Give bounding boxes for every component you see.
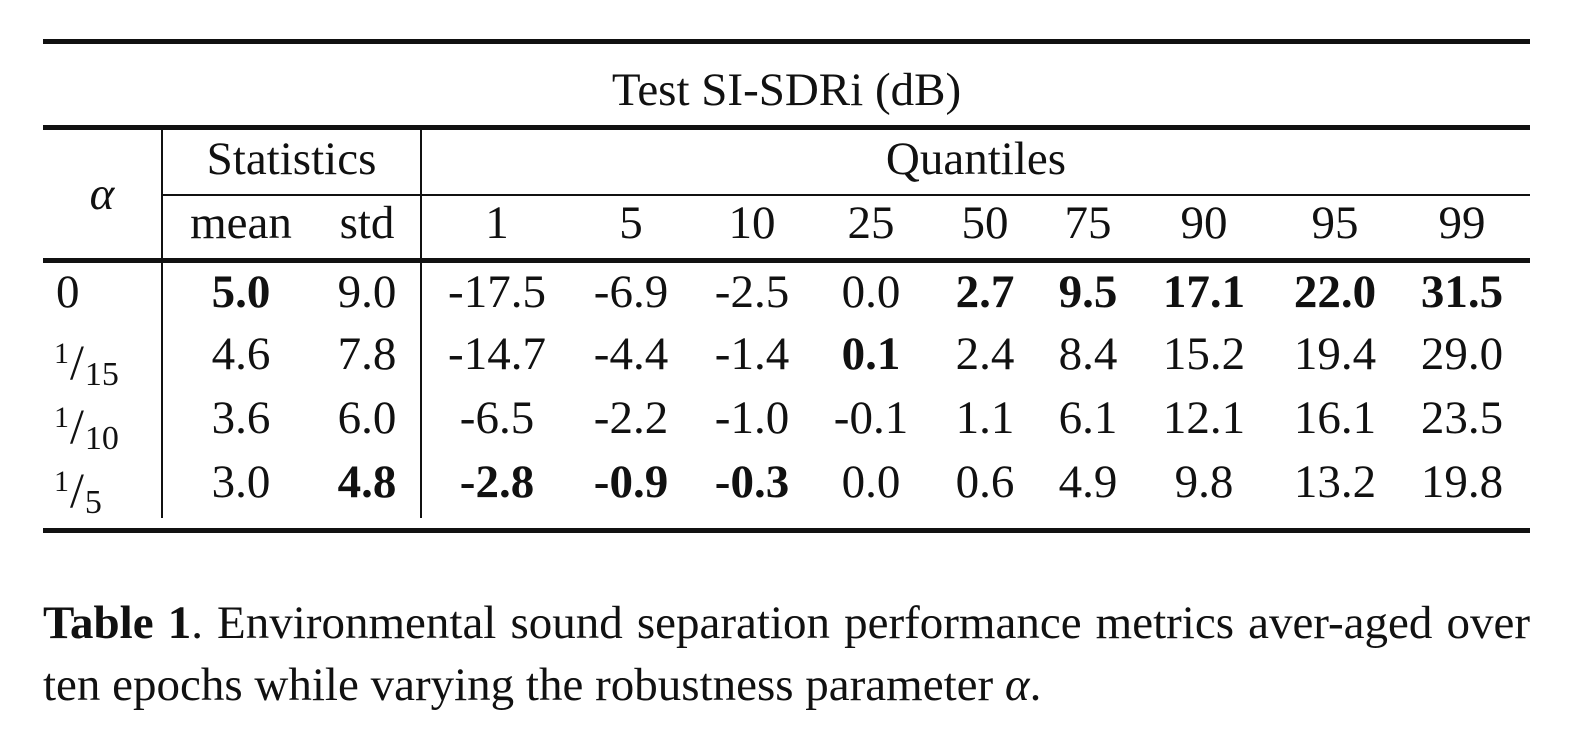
table-cell: 22.0 [1293,266,1377,318]
table-cell: -14.7 [448,328,546,380]
column-header: 5 [619,197,643,249]
table-cell: 17.1 [1162,266,1246,318]
alpha-fraction: 1/5 [54,454,102,531]
alpha-denominator: 5 [84,484,102,521]
table-cell: 4.9 [1058,456,1118,508]
alpha-value: 1/15 [54,326,170,393]
group-header-statistics: Statistics [206,133,377,185]
table-cell: 4.8 [337,456,397,508]
table-cell: -6.5 [459,392,535,444]
group-header-quantiles: Quantiles [885,133,1067,185]
table-cell: 9.0 [337,266,397,318]
alpha-value: 1/5 [54,454,170,521]
table-top-rule [43,39,1530,44]
table-cell: 29.0 [1420,328,1504,380]
table-cell: 12.1 [1162,392,1246,444]
caption-end: . [1029,659,1042,711]
table-cell: 0.0 [841,456,901,508]
table-cell: -0.9 [593,456,669,508]
table-cell: 13.2 [1293,456,1377,508]
alpha-divider [161,130,163,518]
alpha-numerator: 1 [54,401,69,434]
table-cell: 9.8 [1174,456,1234,508]
table-cell: -0.1 [833,392,909,444]
table-cell: -2.8 [459,456,535,508]
table-cell: -4.4 [593,328,669,380]
column-header: mean [190,197,292,249]
column-header: 50 [961,197,1009,249]
table-cell: -17.5 [448,266,546,318]
table-cell: 2.7 [955,266,1015,318]
column-header: 10 [728,197,776,249]
table-cell: 31.5 [1420,266,1504,318]
table-cell: 0.0 [841,266,901,318]
table-cell: 6.0 [337,392,397,444]
alpha-value: 1/10 [54,390,170,457]
table-cell: -2.2 [593,392,669,444]
statistics-divider [420,130,422,518]
table-cell: 5.0 [211,266,271,318]
table-cell: -2.5 [714,266,790,318]
header-rule [43,258,1530,263]
fraction-slash: / [70,334,84,390]
table-cell: -1.0 [714,392,790,444]
table-cell: -0.3 [714,456,790,508]
caption-label: Table 1 [43,597,192,649]
column-header: std [339,197,395,249]
table-bottom-rule [43,528,1530,533]
alpha-column-header: α [89,168,115,220]
caption-text: . Environmental sound separation perform… [43,597,1531,711]
table-cell: 19.4 [1293,328,1377,380]
table-caption: Table 1. Environmental sound separation … [43,592,1530,716]
table-cell: 3.0 [211,456,271,508]
column-header: 1 [485,197,509,249]
column-header: 99 [1438,197,1486,249]
table-cell: 9.5 [1058,266,1118,318]
caption-alpha-symbol: α [1004,659,1030,711]
table-cell: 8.4 [1058,328,1118,380]
table-cell: 3.6 [211,392,271,444]
table-cell: 0.1 [841,328,901,380]
table-cell: 16.1 [1293,392,1377,444]
title-rule [43,125,1530,130]
alpha-value: 0 [56,266,80,318]
table-title: Test SI-SDRi (dB) [611,64,962,116]
fraction-slash: / [70,462,84,518]
fraction-slash: / [70,398,84,454]
table-cell: 23.5 [1420,392,1504,444]
table-cell: 7.8 [337,328,397,380]
alpha-numerator: 1 [54,465,69,498]
alpha-denominator: 10 [84,420,119,457]
table-cell: 15.2 [1162,328,1246,380]
column-header: 90 [1180,197,1228,249]
table-cell: -1.4 [714,328,790,380]
alpha-fraction: 1/15 [54,326,119,403]
table-cell: 6.1 [1058,392,1118,444]
column-header: 95 [1311,197,1359,249]
alpha-denominator: 15 [84,356,119,393]
table-cell: 1.1 [955,392,1015,444]
column-header: 25 [847,197,895,249]
subheader-rule [163,194,1530,196]
table-cell: -6.9 [593,266,669,318]
alpha-fraction: 1/10 [54,390,119,467]
table-cell: 2.4 [955,328,1015,380]
table-cell: 0.6 [955,456,1015,508]
table-cell: 19.8 [1420,456,1504,508]
column-header: 75 [1064,197,1112,249]
alpha-numerator: 1 [54,337,69,370]
table-cell: 4.6 [211,328,271,380]
